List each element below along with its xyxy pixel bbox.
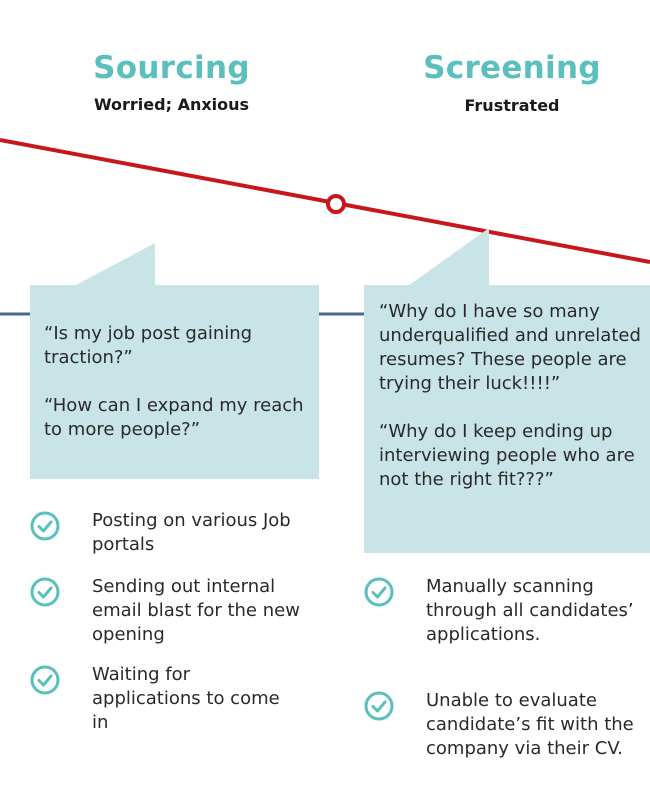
quotes-screening: “Why do I have so many underqualified an… [379,300,644,492]
action-item: Sending out internal email blast for the… [30,575,315,647]
quote-bubble-sourcing [30,243,319,479]
quotes-sourcing: “Is my job post gaining traction?” “How … [44,322,309,442]
action-text: Waiting for applications to come in [92,664,280,733]
check-circle-icon [364,577,394,607]
check-circle-icon [364,691,394,721]
stage-title-screening: Screening [423,50,601,86]
quote: “Why do I keep ending up interviewing pe… [379,421,635,490]
check-circle-icon [30,511,60,541]
action-text: Posting on various Job portals [92,510,291,555]
check-circle-icon [30,577,60,607]
action-item: Manually scanning through all candidates… [364,575,650,647]
action-text: Sending out internal email blast for the… [92,576,300,645]
quote: “How can I expand my reach to more peopl… [44,395,304,440]
stage-title-sourcing: Sourcing [93,50,250,86]
emotion-curve [0,138,650,264]
stage-emotion-sourcing: Worried; Anxious [93,95,250,114]
check-circle-icon [30,665,60,695]
stage-emotion-screening: Frustrated [464,96,560,115]
action-text: Unable to evaluate candidate’s fit with … [426,690,634,759]
quote: “Is my job post gaining traction?” [44,323,253,368]
action-item: Unable to evaluate candidate’s fit with … [364,689,650,761]
action-text: Manually scanning through all candidates… [426,576,634,645]
action-item: Waiting for applications to come in [30,663,315,735]
quote: “Why do I have so many underqualified an… [379,301,641,394]
emotion-node [326,194,346,214]
quote-bubble-screening [364,228,650,553]
action-item: Posting on various Job portals [30,509,315,557]
